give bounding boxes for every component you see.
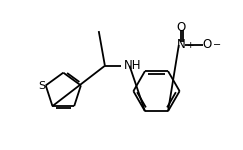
Text: −: − <box>213 40 221 50</box>
Text: O: O <box>176 21 186 34</box>
Text: +: + <box>186 41 193 50</box>
Text: S: S <box>38 81 45 91</box>
Text: O: O <box>202 38 211 51</box>
Text: NH: NH <box>123 59 141 72</box>
Text: N: N <box>177 38 185 51</box>
